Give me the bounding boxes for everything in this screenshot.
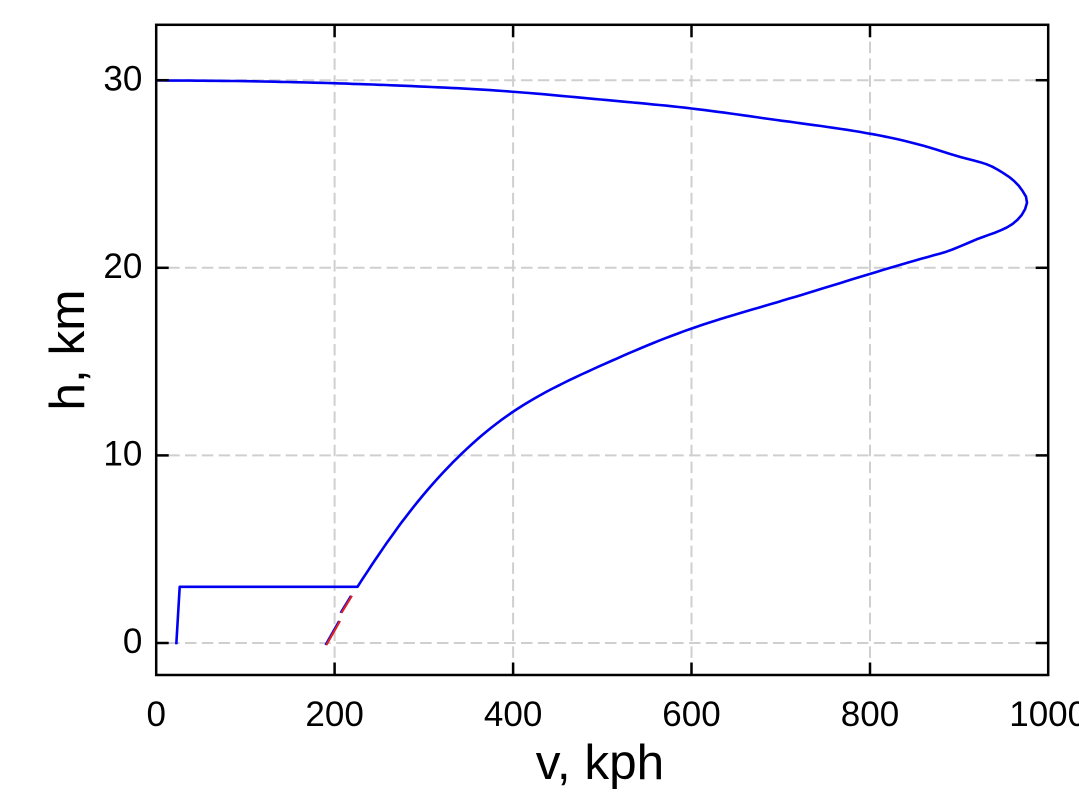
svg-text:400: 400	[484, 695, 542, 734]
svg-text:30: 30	[103, 59, 142, 98]
svg-text:1000: 1000	[1009, 695, 1079, 734]
svg-text:h, km: h, km	[40, 289, 95, 410]
svg-text:0: 0	[123, 622, 142, 661]
svg-text:v, kph: v, kph	[536, 735, 664, 790]
svg-text:200: 200	[305, 695, 363, 734]
svg-text:600: 600	[662, 695, 720, 734]
svg-text:10: 10	[103, 435, 142, 474]
svg-text:800: 800	[841, 695, 899, 734]
svg-text:20: 20	[103, 247, 142, 286]
svg-text:0: 0	[146, 695, 165, 734]
